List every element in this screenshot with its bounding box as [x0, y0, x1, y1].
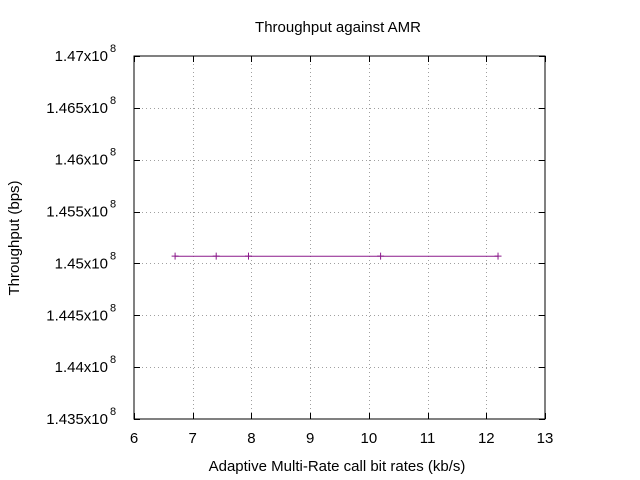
plot-frame — [133, 55, 546, 420]
y-tick-exponent: 8 — [110, 95, 116, 107]
x-tick-label: 12 — [478, 430, 495, 447]
grid-layer — [134, 56, 545, 419]
data-point-marker — [377, 252, 385, 260]
x-axis-label: Adaptive Multi-Rate call bit rates (kb/s… — [209, 458, 466, 475]
x-tick-label: 6 — [130, 430, 138, 447]
y-tick-exponent: 8 — [110, 250, 116, 262]
y-tick-label: 1.44x10 — [55, 359, 108, 376]
x-tick-labels: 6 7 8 9 10 11 12 13 — [130, 430, 554, 447]
data-point-marker — [212, 252, 220, 260]
y-tick-label: 1.445x10 — [46, 307, 108, 324]
data-point-marker — [244, 252, 252, 260]
series-layer — [171, 252, 502, 260]
y-tick-exponent: 8 — [110, 43, 116, 55]
y-tick-label: 1.45x10 — [55, 255, 108, 272]
x-tick-label: 9 — [306, 430, 314, 447]
chart-title: Throughput against AMR — [255, 19, 421, 36]
y-tick-label: 1.435x10 — [46, 411, 108, 428]
y-tick-exponent: 8 — [110, 199, 116, 211]
y-tick-label: 1.465x10 — [46, 100, 108, 117]
y-tick-exponent: 8 — [110, 354, 116, 366]
tick-layer — [134, 56, 546, 420]
y-tick-label: 1.47x10 — [55, 48, 108, 65]
x-tick-label: 8 — [247, 430, 255, 447]
y-tick-label: 1.455x10 — [46, 204, 108, 221]
y-tick-exponent: 8 — [110, 406, 116, 418]
y-axis-label: Throughput (bps) — [6, 180, 23, 295]
y-tick-exponent: 8 — [110, 302, 116, 314]
x-tick-label: 11 — [420, 430, 436, 447]
y-tick-labels: 1.435x10 81.44x10 81.445x10 81.45x10 81.455x… — [46, 43, 116, 428]
x-tick-label: 7 — [189, 430, 197, 447]
x-tick-label: 13 — [537, 430, 554, 447]
data-point-marker — [494, 252, 502, 260]
y-tick-label: 1.46x10 — [55, 152, 108, 169]
x-tick-label: 10 — [361, 430, 378, 447]
data-point-marker — [171, 252, 179, 260]
y-tick-exponent: 8 — [110, 147, 116, 159]
